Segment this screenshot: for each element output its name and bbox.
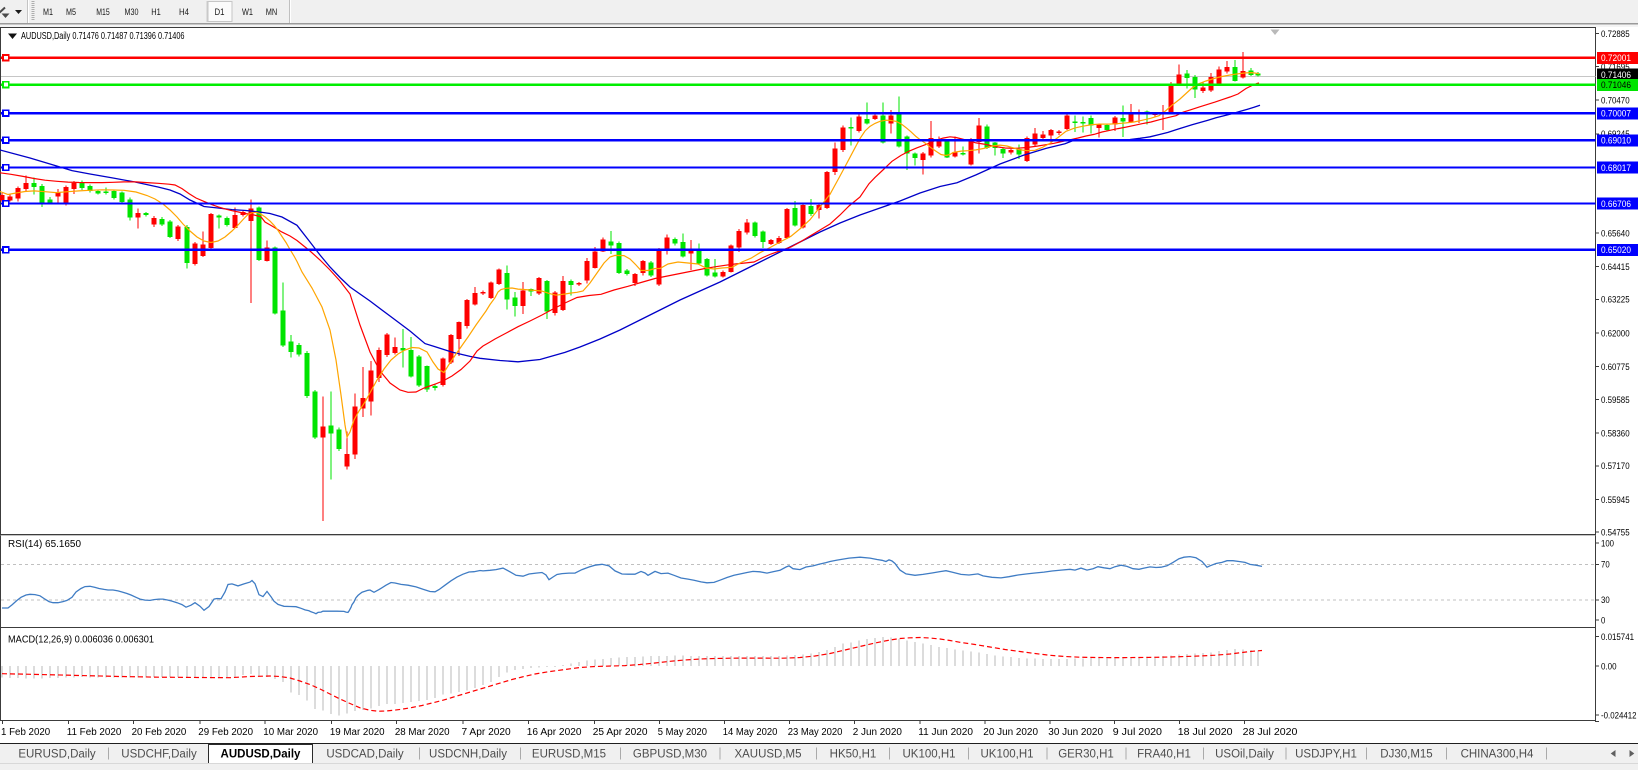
svg-text:28 Jul 2020: 28 Jul 2020: [1243, 727, 1298, 738]
svg-text:0.62000: 0.62000: [1601, 328, 1630, 339]
svg-text:0.00: 0.00: [1601, 662, 1617, 673]
svg-text:0.71406: 0.71406: [1601, 70, 1631, 81]
svg-text:W1: W1: [242, 7, 253, 18]
svg-text:AUDUSD,Daily: AUDUSD,Daily: [221, 749, 301, 761]
svg-text:70: 70: [1601, 560, 1610, 571]
svg-text:1 Feb 2020: 1 Feb 2020: [1, 727, 51, 738]
svg-text:M30: M30: [125, 7, 139, 18]
svg-text:USDCNH,Daily: USDCNH,Daily: [429, 749, 507, 761]
svg-text:100: 100: [1601, 538, 1614, 549]
svg-text:0.55945: 0.55945: [1601, 495, 1630, 506]
svg-text:0.63225: 0.63225: [1601, 295, 1630, 306]
svg-text:0.71695: 0.71695: [1601, 62, 1630, 73]
svg-text:2 Jun 2020: 2 Jun 2020: [853, 727, 903, 738]
svg-text:GBPUSD,M30: GBPUSD,M30: [633, 749, 707, 761]
svg-text:0.015741: 0.015741: [1601, 632, 1634, 643]
svg-text:23 May 2020: 23 May 2020: [788, 727, 843, 738]
svg-text:0.58360: 0.58360: [1601, 429, 1630, 440]
svg-text:UK100,H1: UK100,H1: [980, 749, 1033, 761]
svg-text:M5: M5: [66, 7, 76, 18]
svg-text:0.60775: 0.60775: [1601, 362, 1630, 373]
svg-text:28 Mar 2020: 28 Mar 2020: [395, 727, 450, 738]
svg-text:0.68017: 0.68017: [1601, 163, 1631, 174]
svg-text:AUDUSD,Daily 0.71476 0.71487: AUDUSD,Daily 0.71476 0.71487 0.71396 0.7…: [21, 31, 185, 42]
svg-text:0.66706: 0.66706: [1601, 199, 1631, 210]
svg-text:M1: M1: [43, 7, 53, 18]
svg-text:20 Jun 2020: 20 Jun 2020: [983, 727, 1038, 738]
svg-text:0: 0: [1601, 616, 1605, 627]
svg-text:11 Jun 2020: 11 Jun 2020: [918, 727, 973, 738]
svg-text:30: 30: [1601, 595, 1610, 606]
svg-text:20 Feb 2020: 20 Feb 2020: [132, 727, 187, 738]
svg-text:30 Jun 2020: 30 Jun 2020: [1048, 727, 1103, 738]
svg-text:CHINA300,H4: CHINA300,H4: [1461, 749, 1534, 761]
svg-text:UK100,H1: UK100,H1: [902, 749, 955, 761]
svg-text:MN: MN: [266, 7, 278, 18]
svg-text:18 Jul 2020: 18 Jul 2020: [1178, 727, 1233, 738]
svg-text:0.59585: 0.59585: [1601, 395, 1630, 406]
svg-text:H1: H1: [151, 7, 161, 18]
svg-text:0.54755: 0.54755: [1601, 528, 1630, 539]
svg-text:M15: M15: [96, 7, 110, 18]
svg-text:10 Mar 2020: 10 Mar 2020: [263, 727, 318, 738]
svg-text:0.71046: 0.71046: [1601, 80, 1631, 91]
svg-text:MACD(12,26,9) 0.006036 0.00630: MACD(12,26,9) 0.006036 0.006301: [8, 635, 154, 646]
svg-text:HK50,H1: HK50,H1: [830, 749, 877, 761]
svg-text:RSI(14) 65.1650: RSI(14) 65.1650: [8, 539, 81, 550]
svg-text:FRA40,H1: FRA40,H1: [1137, 749, 1191, 761]
svg-text:H4: H4: [179, 7, 189, 18]
svg-text:USOil,Daily: USOil,Daily: [1215, 749, 1274, 761]
svg-text:0.72885: 0.72885: [1601, 29, 1630, 40]
svg-text:5 May 2020: 5 May 2020: [658, 727, 708, 738]
svg-text:25 Apr 2020: 25 Apr 2020: [593, 727, 648, 738]
svg-text:11 Feb 2020: 11 Feb 2020: [67, 727, 122, 738]
svg-text:USDCHF,Daily: USDCHF,Daily: [121, 749, 197, 761]
svg-text:USDJPY,H1: USDJPY,H1: [1295, 749, 1357, 761]
svg-text:0.72001: 0.72001: [1601, 53, 1631, 64]
svg-text:0.70007: 0.70007: [1601, 109, 1631, 120]
svg-text:GER30,H1: GER30,H1: [1058, 749, 1114, 761]
svg-text:0.64415: 0.64415: [1601, 262, 1630, 273]
svg-text:19 Mar 2020: 19 Mar 2020: [330, 727, 385, 738]
svg-text:16 Apr 2020: 16 Apr 2020: [527, 727, 582, 738]
svg-text:D1: D1: [215, 7, 225, 18]
svg-text:EURUSD,Daily: EURUSD,Daily: [18, 749, 96, 761]
svg-text:0.69010: 0.69010: [1601, 136, 1631, 147]
svg-text:0.65020: 0.65020: [1601, 245, 1631, 256]
svg-text:0.70470: 0.70470: [1601, 96, 1630, 107]
svg-text:0.65640: 0.65640: [1601, 228, 1630, 239]
svg-text:XAUUSD,M5: XAUUSD,M5: [734, 749, 801, 761]
svg-text:USDCAD,Daily: USDCAD,Daily: [326, 749, 404, 761]
svg-text:7 Apr 2020: 7 Apr 2020: [462, 727, 512, 738]
svg-text:14 May 2020: 14 May 2020: [723, 727, 778, 738]
svg-text:EURUSD,M15: EURUSD,M15: [532, 749, 606, 761]
svg-text:0.57170: 0.57170: [1601, 461, 1630, 472]
svg-text:9 Jul 2020: 9 Jul 2020: [1113, 727, 1163, 738]
svg-text:DJ30,M15: DJ30,M15: [1380, 749, 1432, 761]
svg-text:29 Feb 2020: 29 Feb 2020: [198, 727, 253, 738]
svg-text:-0.024412: -0.024412: [1601, 710, 1637, 721]
